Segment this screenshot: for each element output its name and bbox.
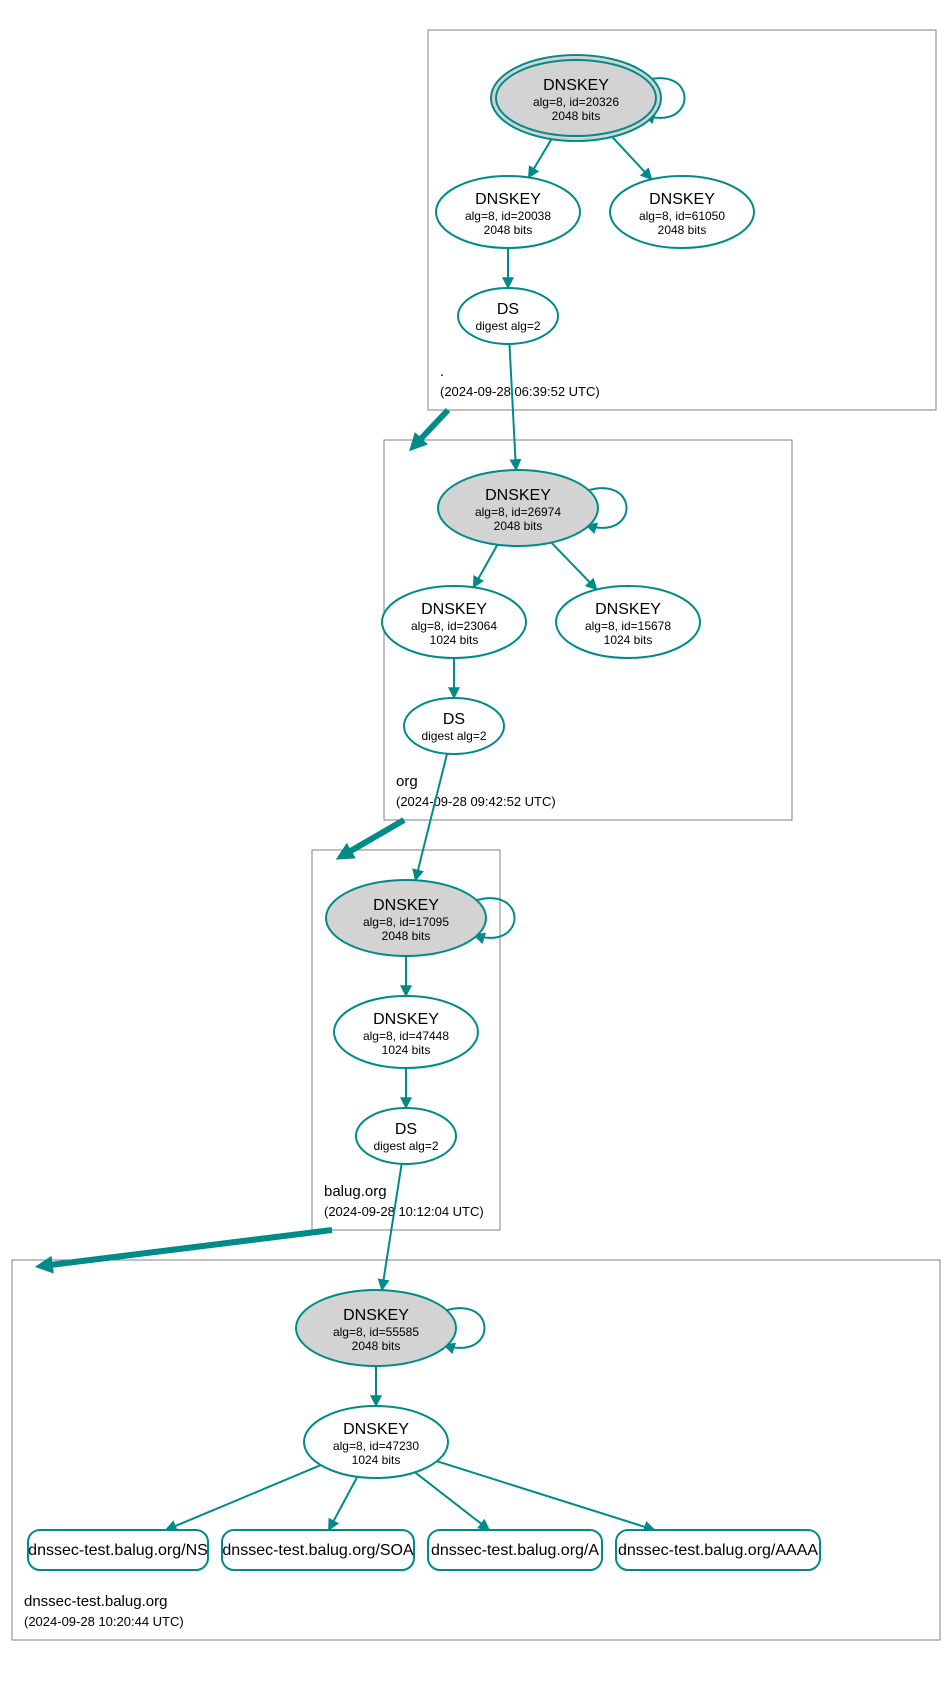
node-rec-soa: dnssec-test.balug.org/SOA [222, 1530, 414, 1570]
edge [415, 754, 447, 881]
svg-text:DNSKEY: DNSKEY [595, 601, 661, 618]
svg-text:(2024-09-28 10:20:44 UTC): (2024-09-28 10:20:44 UTC) [24, 1614, 184, 1629]
svg-text:DNSKEY: DNSKEY [543, 77, 609, 94]
edge [166, 1465, 321, 1530]
svg-text:alg=8, id=26974: alg=8, id=26974 [475, 505, 561, 519]
node-org-ksk: DNSKEYalg=8, id=269742048 bits [438, 470, 598, 546]
node-org-zsk2: DNSKEYalg=8, id=156781024 bits [556, 586, 700, 658]
svg-text:alg=8, id=55585: alg=8, id=55585 [333, 1325, 419, 1339]
svg-text:dnssec-test.balug.org: dnssec-test.balug.org [24, 1593, 167, 1610]
node-org-zsk1: DNSKEYalg=8, id=230641024 bits [382, 586, 526, 658]
edge [329, 1477, 358, 1530]
svg-text:dnssec-test.balug.org/AAAA: dnssec-test.balug.org/AAAA [618, 1542, 818, 1559]
node-balug-ksk: DNSKEYalg=8, id=170952048 bits [326, 880, 486, 956]
svg-text:2048 bits: 2048 bits [382, 929, 431, 943]
svg-text:DS: DS [443, 711, 465, 728]
svg-text:alg=8, id=47230: alg=8, id=47230 [333, 1439, 419, 1453]
svg-text:1024 bits: 1024 bits [604, 633, 653, 647]
edge [509, 344, 516, 470]
svg-text:DNSKEY: DNSKEY [343, 1307, 409, 1324]
svg-text:alg=8, id=61050: alg=8, id=61050 [639, 209, 725, 223]
svg-text:2048 bits: 2048 bits [494, 519, 543, 533]
svg-text:(2024-09-28 06:39:52 UTC): (2024-09-28 06:39:52 UTC) [440, 384, 600, 399]
svg-text:2048 bits: 2048 bits [352, 1339, 401, 1353]
node-rec-a: dnssec-test.balug.org/A [428, 1530, 602, 1570]
zone-arrow [342, 820, 404, 856]
svg-text:digest alg=2: digest alg=2 [421, 729, 486, 743]
svg-text:alg=8, id=17095: alg=8, id=17095 [363, 915, 449, 929]
node-root-zsk1: DNSKEYalg=8, id=200382048 bits [436, 176, 580, 248]
svg-text:alg=8, id=23064: alg=8, id=23064 [411, 619, 497, 633]
svg-text:balug.org: balug.org [324, 1183, 387, 1200]
edge [473, 545, 497, 588]
svg-text:2048 bits: 2048 bits [552, 109, 601, 123]
edge [608, 133, 651, 180]
svg-text:1024 bits: 1024 bits [352, 1453, 401, 1467]
svg-text:alg=8, id=20326: alg=8, id=20326 [533, 95, 619, 109]
svg-text:DNSKEY: DNSKEY [421, 601, 487, 618]
svg-text:dnssec-test.balug.org/A: dnssec-test.balug.org/A [431, 1542, 599, 1559]
svg-text:DNSKEY: DNSKEY [373, 897, 439, 914]
svg-text:DS: DS [497, 301, 519, 318]
edge [415, 1472, 489, 1530]
svg-text:alg=8, id=15678: alg=8, id=15678 [585, 619, 671, 633]
node-balug-ds: DSdigest alg=2 [356, 1108, 456, 1164]
node-org-ds: DSdigest alg=2 [404, 698, 504, 754]
zone-arrow [414, 410, 448, 446]
svg-text:2048 bits: 2048 bits [484, 223, 533, 237]
svg-text:2048 bits: 2048 bits [658, 223, 707, 237]
zone-arrow [42, 1230, 332, 1266]
node-root-ksk: DNSKEYalg=8, id=203262048 bits [491, 55, 661, 141]
node-balug-zsk: DNSKEYalg=8, id=474481024 bits [334, 996, 478, 1068]
svg-text:alg=8, id=47448: alg=8, id=47448 [363, 1029, 449, 1043]
node-dnssec-ksk: DNSKEYalg=8, id=555852048 bits [296, 1290, 456, 1366]
svg-text:digest alg=2: digest alg=2 [373, 1139, 438, 1153]
edge [437, 1461, 655, 1530]
node-root-ds: DSdigest alg=2 [458, 288, 558, 344]
svg-text:1024 bits: 1024 bits [382, 1043, 431, 1057]
svg-text:DS: DS [395, 1121, 417, 1138]
svg-text:DNSKEY: DNSKEY [485, 487, 551, 504]
svg-text:DNSKEY: DNSKEY [649, 191, 715, 208]
dnssec-diagram: . (2024-09-28 06:39:52 UTC) org (2024-09-28… [0, 0, 952, 1692]
node-dnssec-zsk: DNSKEYalg=8, id=472301024 bits [304, 1406, 448, 1478]
svg-text:alg=8, id=20038: alg=8, id=20038 [465, 209, 551, 223]
svg-text:DNSKEY: DNSKEY [475, 191, 541, 208]
svg-text:(2024-09-28 10:12:04 UTC): (2024-09-28 10:12:04 UTC) [324, 1204, 484, 1219]
edge [529, 135, 555, 178]
svg-text:DNSKEY: DNSKEY [343, 1421, 409, 1438]
node-root-zsk2: DNSKEYalg=8, id=610502048 bits [610, 176, 754, 248]
svg-text:(2024-09-28 09:42:52 UTC): (2024-09-28 09:42:52 UTC) [396, 794, 556, 809]
svg-text:.: . [440, 363, 444, 380]
node-rec-aaaa: dnssec-test.balug.org/AAAA [616, 1530, 820, 1570]
svg-text:1024 bits: 1024 bits [430, 633, 479, 647]
svg-text:dnssec-test.balug.org/NS: dnssec-test.balug.org/NS [28, 1542, 208, 1559]
svg-text:digest alg=2: digest alg=2 [475, 319, 540, 333]
node-rec-ns: dnssec-test.balug.org/NS [28, 1530, 208, 1570]
edge [551, 543, 596, 590]
svg-text:dnssec-test.balug.org/SOA: dnssec-test.balug.org/SOA [222, 1542, 414, 1559]
svg-text:org: org [396, 773, 418, 790]
svg-text:DNSKEY: DNSKEY [373, 1011, 439, 1028]
zone-box-dnssec [12, 1260, 940, 1640]
